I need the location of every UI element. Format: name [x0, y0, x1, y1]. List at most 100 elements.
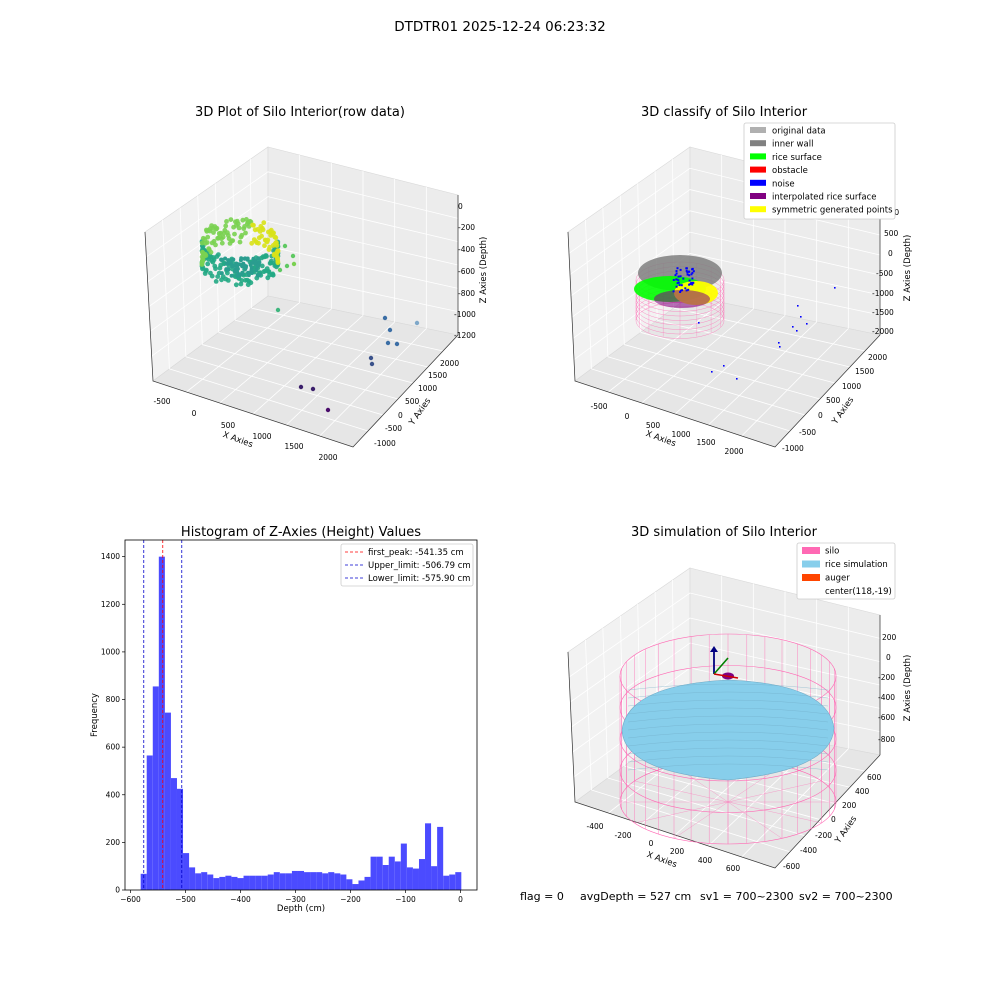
raw-point — [238, 273, 242, 277]
raw-point — [205, 235, 210, 240]
noise-point — [796, 330, 798, 332]
simulation-x-tick: 600 — [726, 864, 741, 873]
classify-legend-label: noise — [772, 179, 795, 189]
raw-y-tick: -1000 — [374, 439, 396, 448]
classify-z-tick: 500 — [884, 229, 899, 238]
raw-point — [230, 274, 234, 278]
raw-outlier-point — [383, 316, 387, 320]
histogram-bar — [231, 877, 237, 890]
noise-point — [684, 287, 686, 289]
x-tick-label: −300 — [285, 895, 306, 904]
noise-point — [778, 342, 780, 344]
raw-point — [276, 260, 281, 265]
histogram-bar — [237, 878, 243, 890]
noise-point — [692, 282, 694, 284]
raw-point — [227, 268, 231, 272]
histogram-bar — [274, 872, 280, 890]
raw-point — [253, 259, 257, 263]
histogram-title: Histogram of Z-Axies (Height) Values — [181, 525, 421, 540]
raw-point — [247, 273, 251, 277]
classify-z-tick: -1500 — [872, 308, 894, 317]
y-tick-label: 600 — [106, 743, 121, 752]
histogram-plot: Histogram of Z-Axies (Height) Values −60… — [90, 525, 477, 914]
interpolated-surface-cloud — [654, 290, 710, 308]
raw-point — [239, 282, 244, 287]
histogram-bar — [207, 875, 213, 890]
classify-z-tick: -500 — [876, 269, 893, 278]
noise-point — [691, 278, 693, 280]
noise-point — [677, 267, 679, 269]
noise-point — [675, 274, 677, 276]
raw-point — [208, 271, 213, 276]
raw-point — [261, 220, 266, 225]
histogram-legend: first_peak: -541.35 cm Upper_limit: -506.… — [341, 544, 473, 586]
sv1-text: sv1 = 700~2300 — [700, 890, 794, 903]
raw-point — [231, 258, 235, 262]
simulation-legend-swatch — [802, 547, 820, 554]
classify-legend-label: inner wall — [772, 140, 813, 150]
histogram-bar — [147, 755, 153, 890]
classify-legend-swatch — [750, 180, 766, 186]
histogram-bars — [141, 557, 462, 890]
raw-outlier-point — [326, 408, 330, 412]
classify-legend: original datainner wallrice surfaceobsta… — [744, 123, 895, 219]
raw-outlier-point — [388, 328, 392, 332]
histogram-bar — [389, 857, 395, 890]
raw-point — [237, 226, 242, 231]
histogram-bar — [322, 873, 328, 890]
x-tick-label: −100 — [395, 895, 416, 904]
histogram-bar — [183, 853, 189, 890]
histogram-ylabel: Frequency — [90, 693, 100, 737]
simulation-legend-label: rice simulation — [825, 560, 888, 570]
simulation-z-ticks: 200 0 -200 -400 -600 -800 — [878, 633, 897, 744]
histogram-legend-label: first_peak: -541.35 cm — [368, 548, 464, 558]
simulation-legend-swatch — [802, 561, 820, 568]
raw-point — [276, 249, 281, 254]
raw-point — [246, 282, 251, 287]
y-tick-label: 200 — [106, 838, 121, 847]
raw-outlier-point — [283, 244, 287, 248]
raw-y-tick: 1000 — [418, 384, 437, 393]
raw-z-tick: -200 — [458, 223, 475, 232]
histogram-bar — [395, 861, 401, 890]
classify-x-tick: 0 — [625, 412, 630, 421]
raw-point — [256, 265, 260, 269]
raw-outlier-point — [291, 254, 295, 258]
y-tick-label: 0 — [115, 886, 120, 895]
raw-point — [268, 261, 273, 266]
noise-point — [678, 282, 680, 284]
histogram-bar — [371, 857, 377, 890]
simulation-y-tick: -400 — [800, 846, 817, 855]
simulation-legend-label: auger — [825, 574, 850, 584]
classify-legend-label: original data — [772, 127, 826, 137]
raw-x-tick: -500 — [153, 397, 170, 406]
x-tick-label: −400 — [230, 895, 251, 904]
classify-y-tick: 500 — [826, 396, 841, 405]
noise-point — [792, 326, 794, 328]
classify-legend-label: interpolated rice surface — [772, 193, 877, 203]
histogram-bar — [177, 789, 183, 890]
classify-y-tick: 1000 — [842, 382, 861, 391]
histogram-bar — [365, 877, 371, 890]
simulation-z-tick: 200 — [882, 633, 897, 642]
raw-point — [232, 232, 237, 237]
raw-point — [275, 243, 280, 248]
classify-legend-swatch — [750, 206, 766, 212]
classify-x-tick: -500 — [590, 402, 607, 411]
simulation-legend-label: center(118,-19) — [825, 587, 892, 597]
histogram-bar — [195, 873, 201, 890]
raw-y-tick: 0 — [398, 411, 403, 420]
simulation-x-tick: -400 — [586, 822, 603, 831]
histogram-bar — [256, 876, 262, 890]
histogram-legend-label: Upper_limit: -506.79 cm — [368, 561, 471, 571]
noise-point — [692, 268, 694, 270]
raw-x-tick: 1000 — [252, 432, 271, 441]
raw-point — [204, 253, 209, 258]
raw-x-tick: 500 — [221, 421, 236, 430]
simulation-y-tick: 600 — [867, 773, 882, 782]
classify-y-tick: 0 — [818, 411, 823, 420]
raw-point — [246, 257, 250, 261]
raw-outlier-point — [370, 362, 374, 366]
histogram-bar — [292, 871, 298, 890]
histogram-bar — [328, 872, 334, 890]
